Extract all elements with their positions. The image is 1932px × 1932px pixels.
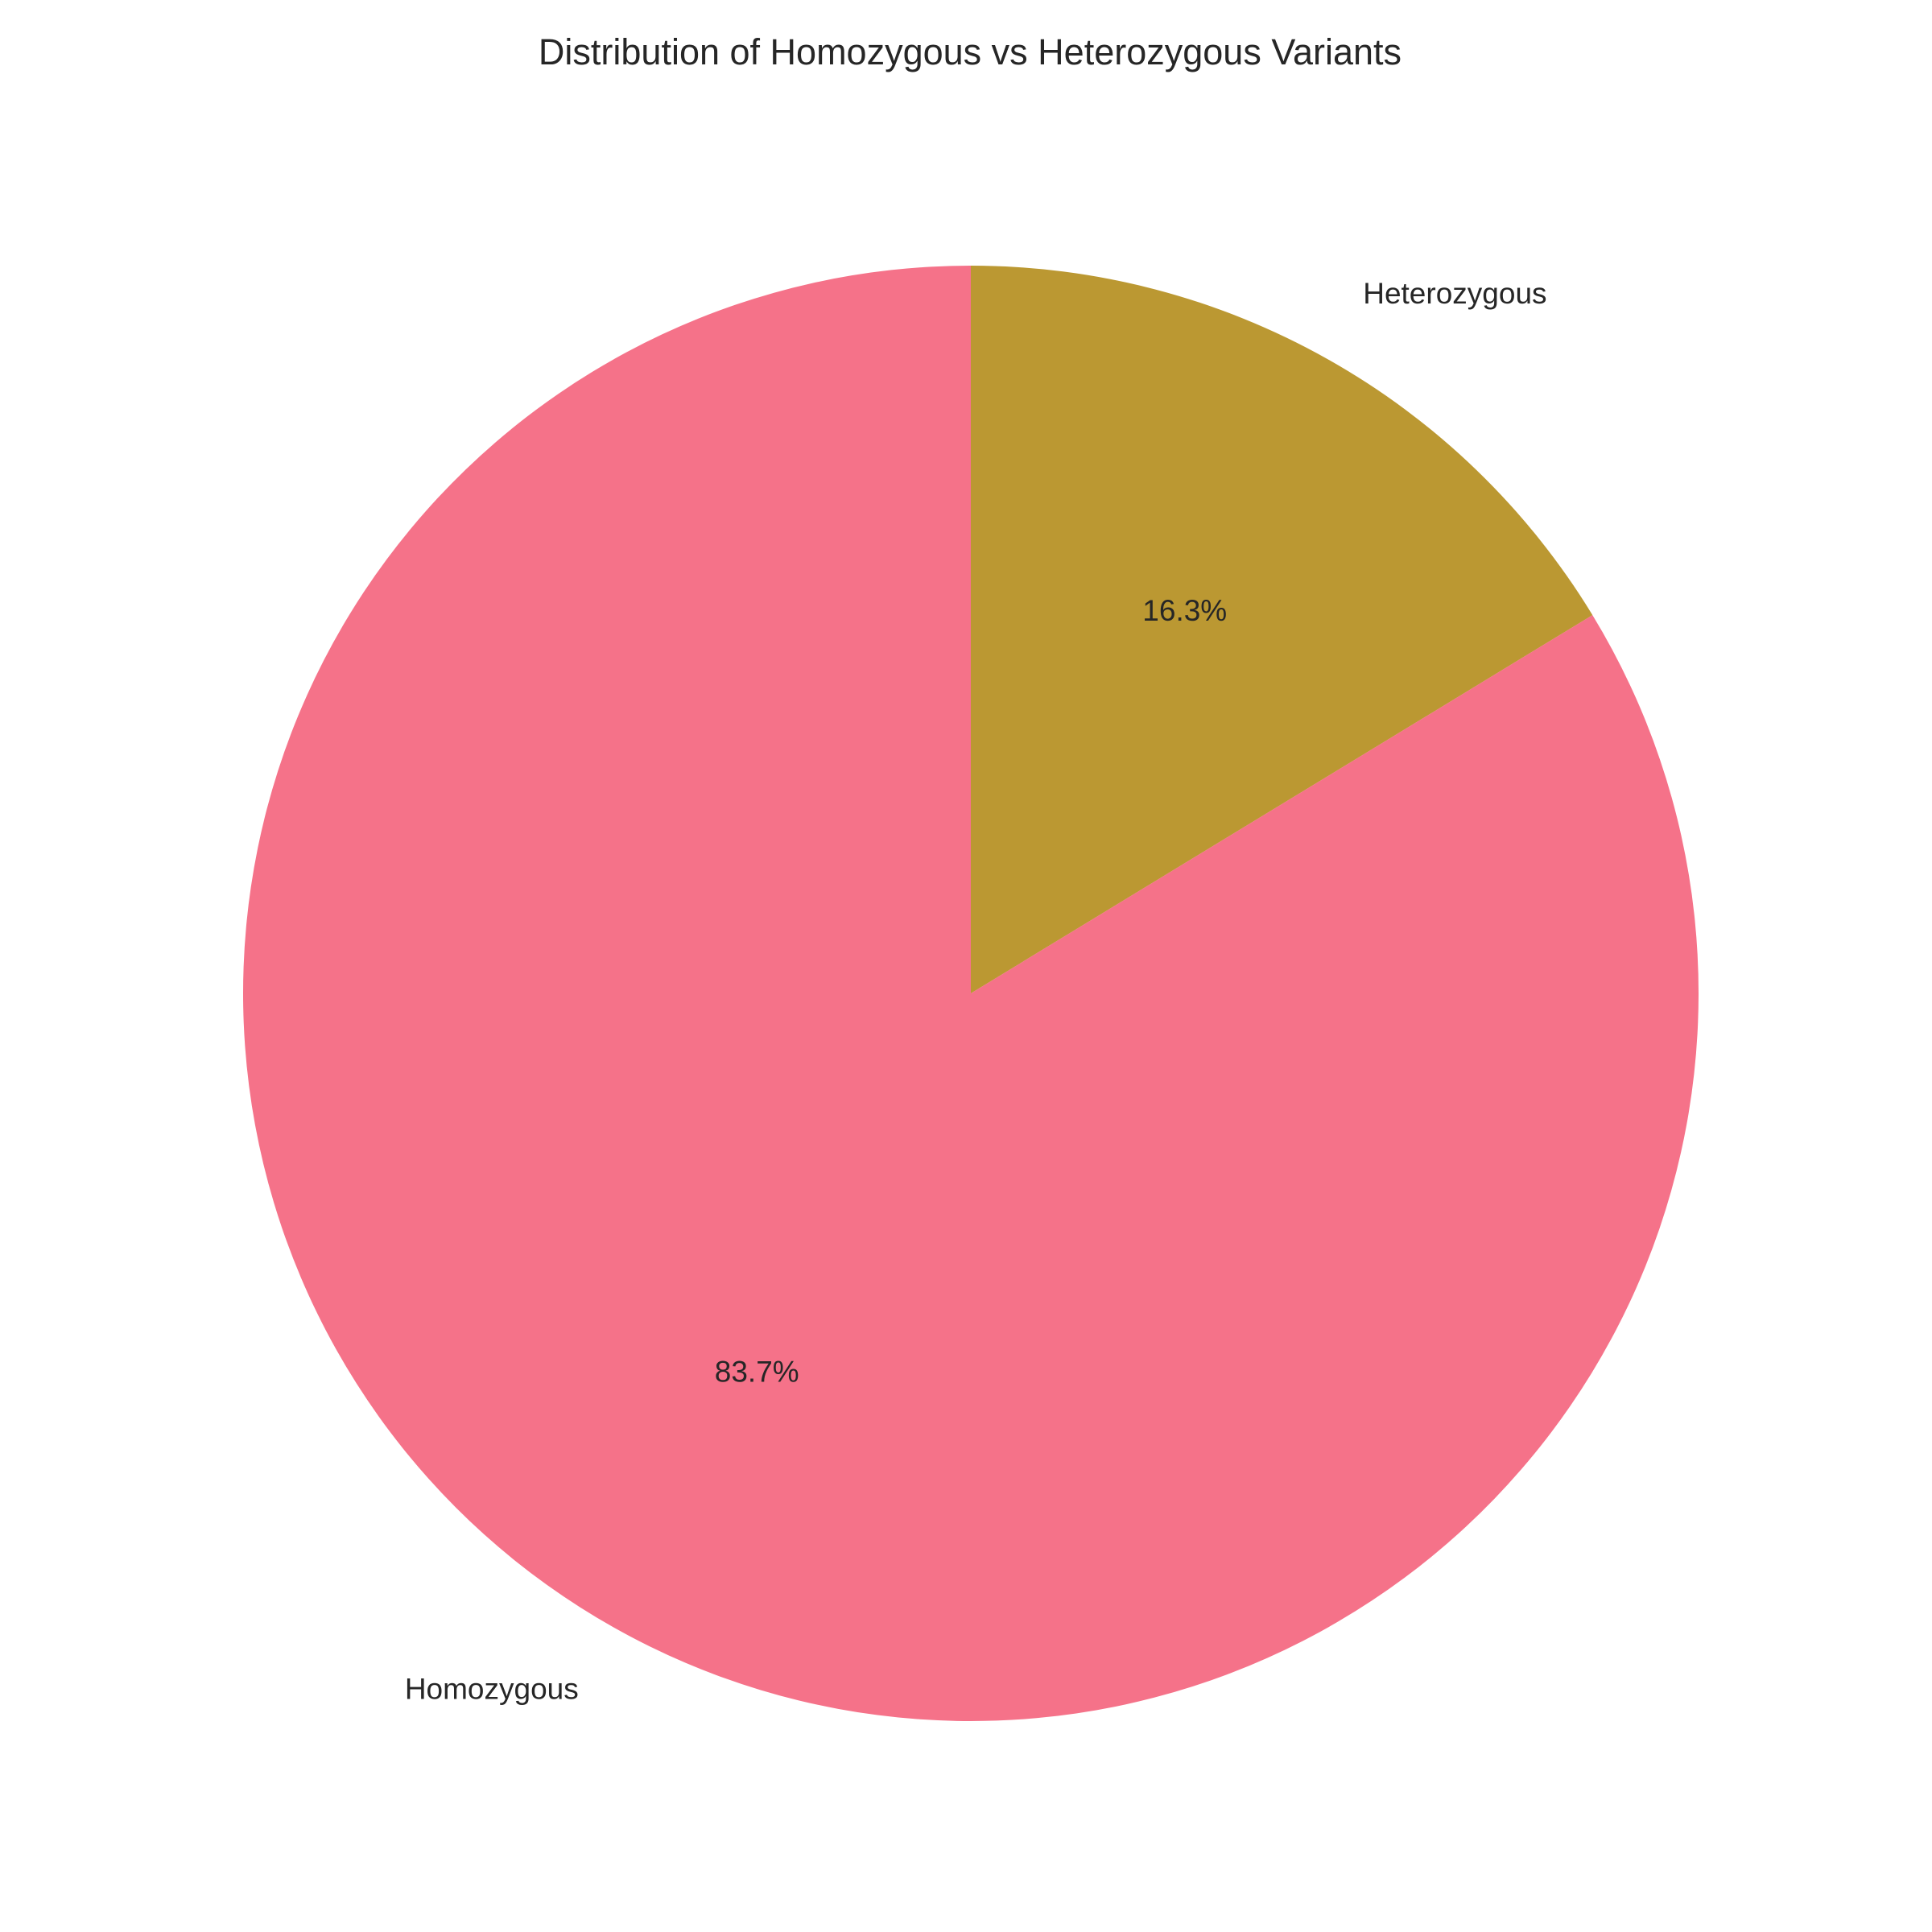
pie-slices: [242, 266, 1699, 1721]
slice-label-homozygous: Homozygous: [405, 1673, 579, 1706]
slice-percent-homozygous: 83.7%: [715, 1356, 799, 1389]
pie-slice-homozygous: [242, 266, 1699, 1721]
chart-title: Distribution of Homozygous vs Heterozygo…: [539, 31, 1402, 72]
pie-labels: Heterozygous 16.3% Homozygous 83.7%: [405, 277, 1547, 1706]
pie-slice-heterozygous: [971, 266, 1593, 993]
slice-label-heterozygous: Heterozygous: [1363, 277, 1546, 310]
slice-percent-heterozygous: 16.3%: [1142, 594, 1227, 627]
